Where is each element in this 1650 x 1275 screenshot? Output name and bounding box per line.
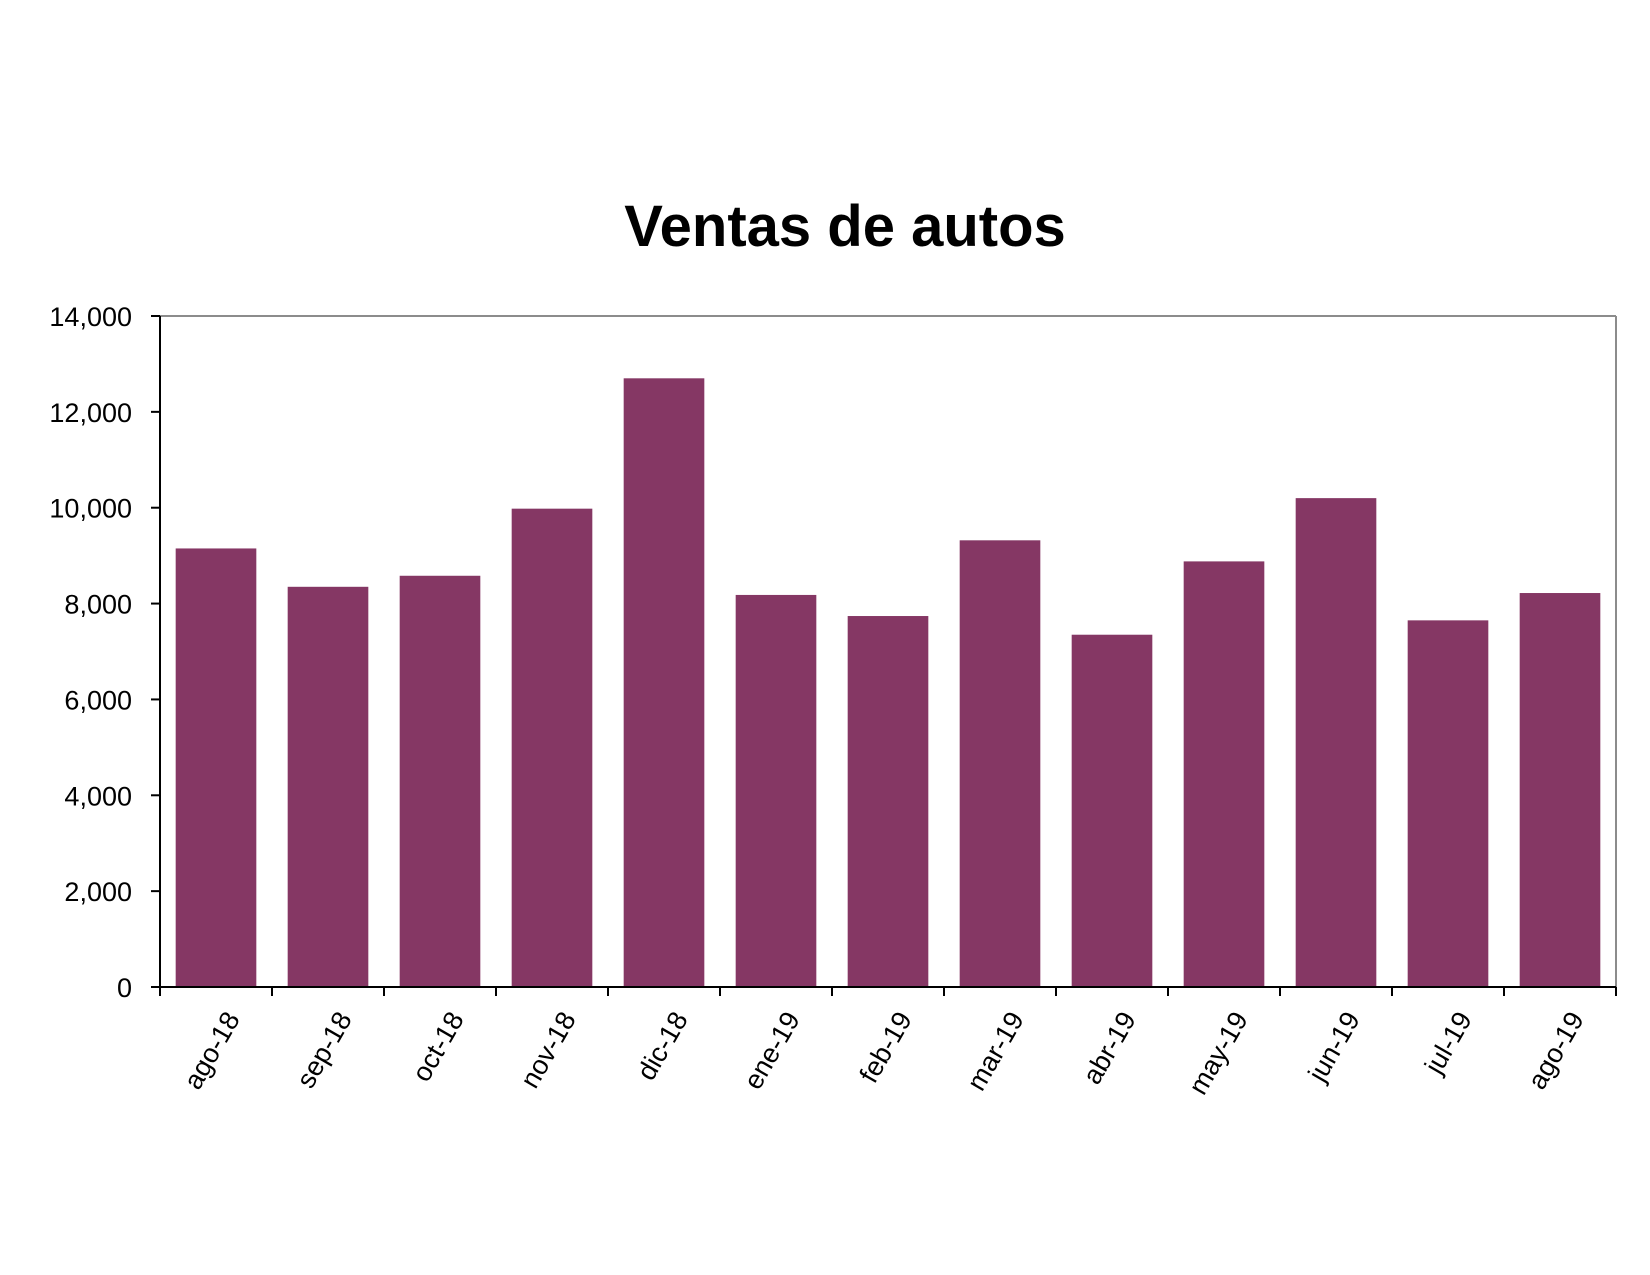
bar-jun-19 [1295,498,1377,987]
x-tick-label-may-19: may-19 [1183,1007,1254,1100]
y-tick-label: 6,000 [64,685,132,715]
bar-feb-19 [847,616,929,987]
y-tick-label: 14,000 [49,302,132,332]
x-tick-label-oct-18: oct-18 [406,1007,470,1087]
y-axis-ticks: 0 2,000 4,000 6,000 8,000 10,000 12,000 14,000 [49,302,160,1003]
y-tick-label: 10,000 [49,494,132,524]
x-axis-ticks: ago-18 sep-18 oct-18 nov-18 dic-18 ene-19 feb-… [159,987,1617,1100]
bar-dic-18 [623,378,705,987]
x-tick-label-ago-19: ago-19 [1522,1007,1590,1095]
bar-ago-18 [175,548,257,987]
x-tick-label-sep-18: sep-18 [291,1007,358,1094]
bar-jul-19 [1407,620,1489,987]
x-tick-label-feb-19: feb-19 [854,1007,918,1088]
bar-sep-18 [287,586,369,987]
x-tick-label-abr-19: abr-19 [1077,1007,1142,1090]
bar-oct-18 [399,575,481,987]
y-tick-label: 8,000 [64,590,132,620]
bar-nov-18 [511,508,593,987]
y-tick-label: 2,000 [64,877,132,907]
x-tick-label-ene-19: ene-19 [738,1007,806,1095]
bar-ene-19 [735,594,817,987]
chart-title: Ventas de autos [624,194,1066,259]
axes-layer [159,315,1617,988]
x-tick-label-jul-19: jul-19 [1418,1007,1478,1080]
y-tick-label: 12,000 [49,398,132,428]
bar-abr-19 [1071,634,1153,987]
bars-layer [175,378,1601,987]
y-tick-label: 0 [117,973,132,1003]
x-tick-label-nov-18: nov-18 [515,1007,582,1094]
bar-mar-19 [959,540,1041,987]
x-tick-label-jun-19: jun-19 [1302,1007,1366,1088]
x-tick-label-ago-18: ago-18 [178,1007,246,1095]
x-tick-label-mar-19: mar-19 [961,1007,1030,1096]
y-tick-label: 4,000 [64,781,132,811]
bar-ago-19 [1519,593,1601,987]
bar-may-19 [1183,561,1265,987]
x-tick-label-dic-18: dic-18 [631,1007,694,1086]
